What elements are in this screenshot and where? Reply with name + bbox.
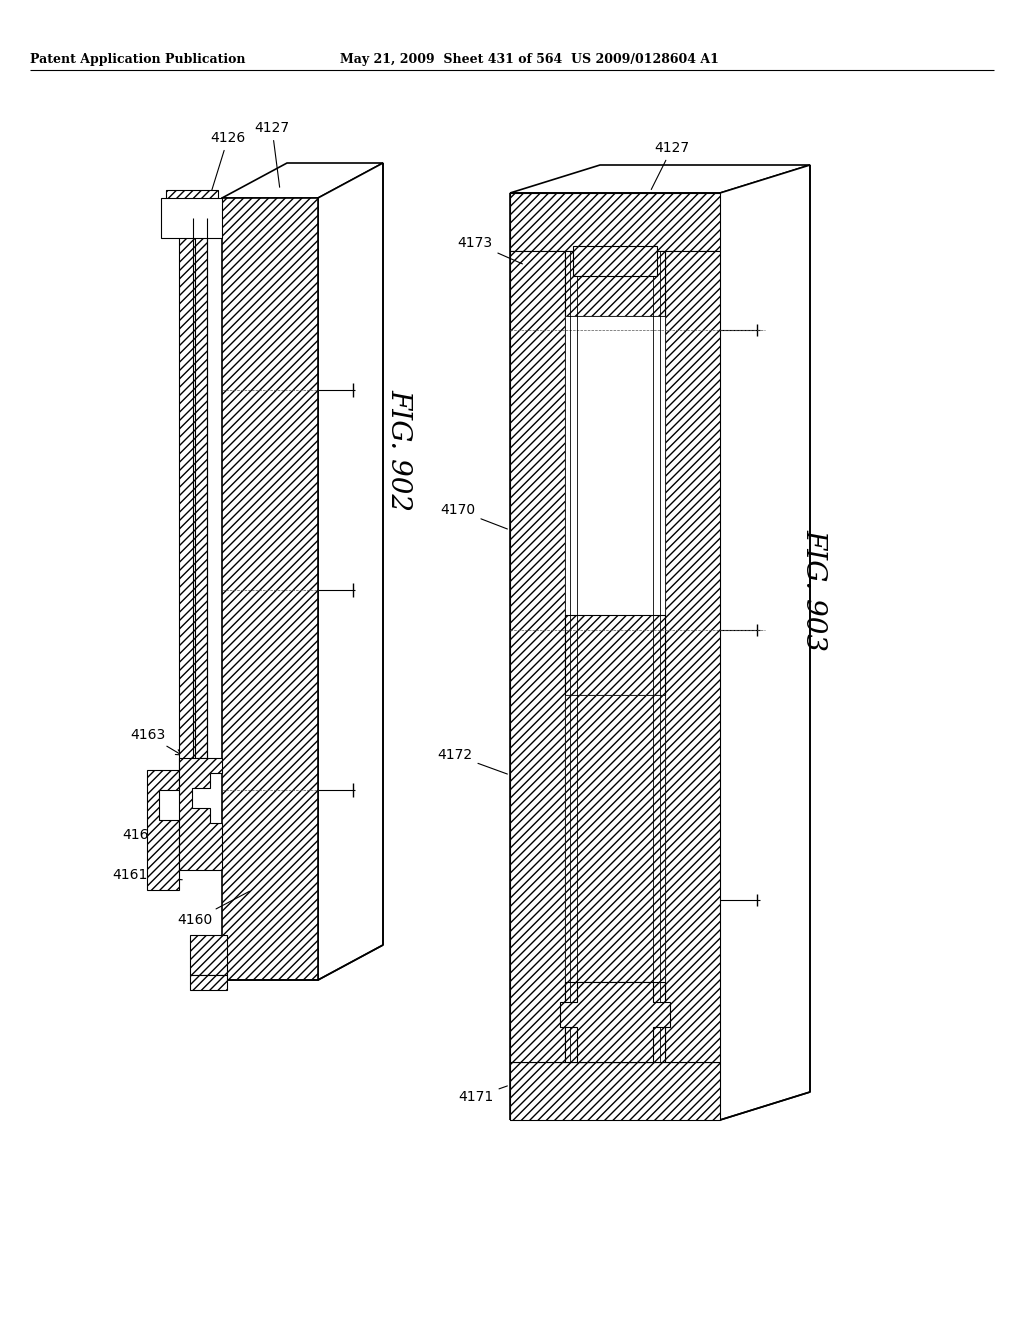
- Polygon shape: [565, 615, 665, 696]
- Polygon shape: [161, 198, 222, 238]
- Text: 4160: 4160: [177, 891, 250, 927]
- Polygon shape: [147, 770, 179, 890]
- Text: 4162: 4162: [123, 828, 190, 845]
- Polygon shape: [560, 982, 670, 1063]
- Text: Patent Application Publication: Patent Application Publication: [30, 53, 246, 66]
- Polygon shape: [222, 162, 383, 198]
- Text: FIG. 902: FIG. 902: [385, 389, 412, 511]
- Text: 4127: 4127: [254, 121, 290, 187]
- Polygon shape: [193, 218, 207, 758]
- Polygon shape: [190, 975, 227, 990]
- Polygon shape: [510, 165, 810, 193]
- Polygon shape: [318, 162, 383, 979]
- Text: 4170: 4170: [440, 503, 508, 529]
- Text: 4171: 4171: [459, 1086, 507, 1104]
- Polygon shape: [565, 315, 665, 615]
- Text: May 21, 2009  Sheet 431 of 564  US 2009/0128604 A1: May 21, 2009 Sheet 431 of 564 US 2009/01…: [340, 53, 719, 66]
- Polygon shape: [179, 220, 195, 770]
- Polygon shape: [166, 190, 218, 223]
- Text: 4172: 4172: [437, 748, 507, 774]
- Polygon shape: [510, 193, 720, 251]
- Polygon shape: [565, 982, 665, 1063]
- Text: 4173: 4173: [458, 236, 522, 264]
- Polygon shape: [665, 251, 720, 1063]
- Text: 4126: 4126: [210, 131, 246, 193]
- Polygon shape: [190, 935, 227, 975]
- Text: 4163: 4163: [130, 729, 181, 755]
- Polygon shape: [222, 198, 318, 979]
- Polygon shape: [565, 696, 665, 982]
- Polygon shape: [720, 165, 810, 1119]
- Polygon shape: [179, 758, 222, 870]
- Text: FIG. 903: FIG. 903: [800, 529, 827, 651]
- Text: 4127: 4127: [651, 141, 689, 190]
- Polygon shape: [510, 251, 565, 1063]
- Polygon shape: [565, 251, 665, 315]
- Polygon shape: [510, 1063, 720, 1119]
- Text: 4161: 4161: [113, 869, 182, 882]
- Polygon shape: [573, 246, 657, 276]
